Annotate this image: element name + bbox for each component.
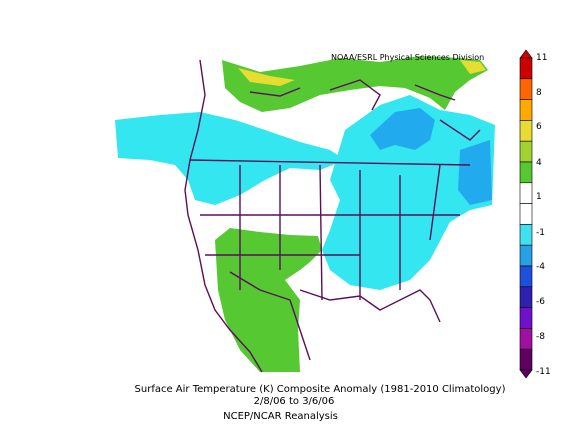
colorbar-tick-label: 4 xyxy=(536,158,542,168)
colorbar-segment xyxy=(519,57,533,80)
colorbar-tick-label: -1 xyxy=(536,228,545,238)
coastline-borders xyxy=(184,59,481,373)
colorbar-bottom-arrow xyxy=(519,369,533,379)
colorbar-tick-label: 6 xyxy=(536,122,542,132)
colorbar-segment xyxy=(519,78,533,100)
caption-dates: 2/8/06 to 3/6/06 xyxy=(253,396,335,407)
colorbar-tick-label: -6 xyxy=(536,297,545,307)
colorbar-tick-label: -4 xyxy=(536,262,545,272)
caption-source: NCEP/NCAR Reanalysis xyxy=(223,411,338,422)
colorbar-segment xyxy=(519,120,533,142)
colorbar-tick-label: 1 xyxy=(536,192,542,202)
colorbar-segment xyxy=(519,224,533,246)
colorbar-segment xyxy=(519,140,533,163)
caption-title: Surface Air Temperature (K) Composite An… xyxy=(134,384,506,395)
colorbar-tick-label: 11 xyxy=(536,53,548,63)
cool-anomaly-blue xyxy=(370,108,435,150)
warm-anomaly-yellow xyxy=(238,68,295,86)
warm-anomaly-arctic xyxy=(222,56,488,112)
colorbar-tick-label: 8 xyxy=(536,88,542,98)
colorbar-segment xyxy=(519,161,533,184)
colorbar-segment xyxy=(519,286,533,308)
colorbar-segment xyxy=(519,182,533,204)
colorbar-segment xyxy=(519,328,533,350)
agency-label: NOAA/ESRL Physical Sciences Division xyxy=(331,53,485,62)
warm-anomaly-yellow-2 xyxy=(460,60,486,74)
map-panel xyxy=(115,56,495,373)
colorbar-segment xyxy=(519,99,533,121)
colorbar-segment xyxy=(519,203,533,225)
colorbar-segment xyxy=(519,244,533,267)
colorbar-tick-label: -8 xyxy=(536,332,545,342)
colorbar-tick-label: -11 xyxy=(536,367,551,377)
colorbar-top-arrow xyxy=(519,49,533,59)
colorbar-segment xyxy=(519,265,533,288)
colorbar xyxy=(519,49,533,379)
colorbar-segment xyxy=(519,307,533,329)
cool-anomaly-east xyxy=(322,95,495,290)
warm-anomaly-southwest xyxy=(215,228,322,372)
cool-anomaly-atlantic xyxy=(458,140,492,205)
colorbar-segment xyxy=(519,348,533,371)
cool-anomaly-northwest xyxy=(115,112,345,205)
